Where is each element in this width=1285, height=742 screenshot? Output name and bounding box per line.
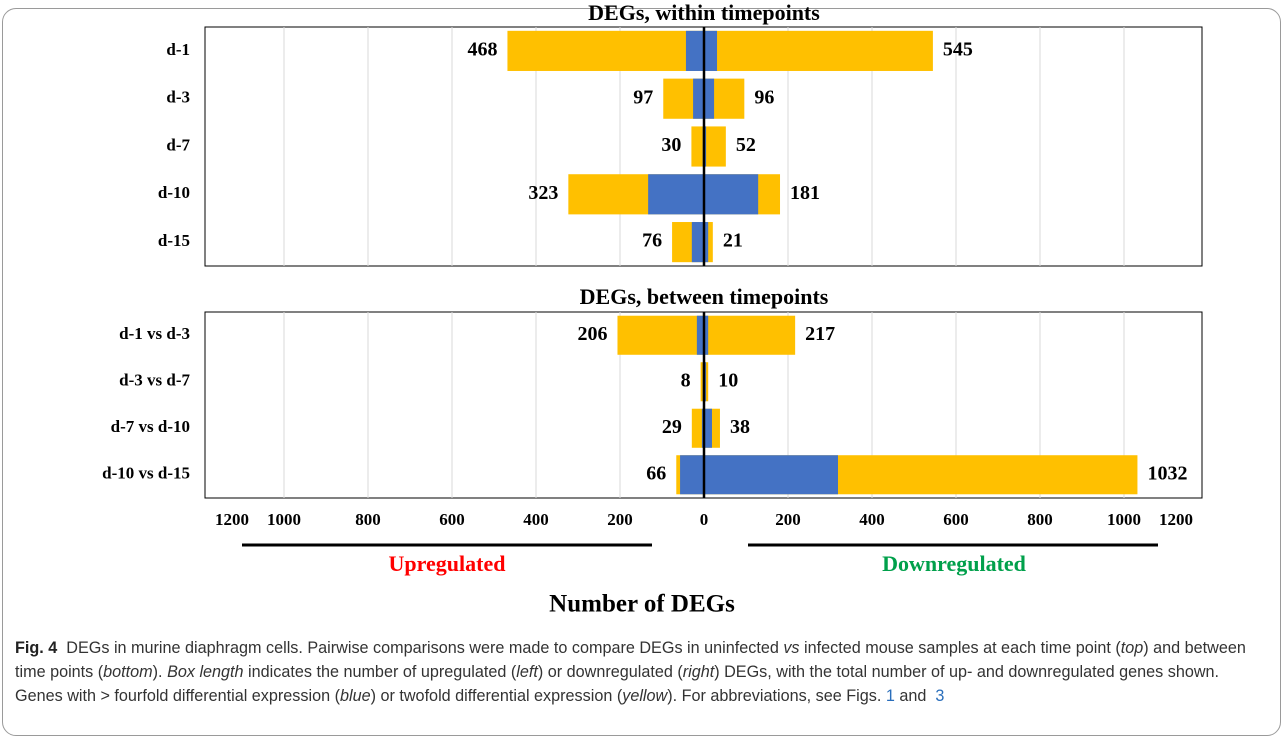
- panel-title: DEGs, between timepoints: [580, 284, 829, 309]
- caption-link[interactable]: 1: [885, 687, 895, 705]
- value-label: 76: [642, 230, 662, 252]
- category-label: d-15: [158, 231, 190, 250]
- caption-italic: left: [516, 663, 538, 681]
- caption-normal: indicates the number of upregulated (: [243, 663, 517, 681]
- downregulated-twofold-bar: [704, 126, 726, 167]
- caption-normal: infected mouse samples at each time poin…: [799, 639, 1121, 657]
- caption-italic: top: [1120, 639, 1144, 657]
- value-label: 323: [528, 182, 558, 204]
- downregulated-twofold-bar: [704, 222, 713, 263]
- value-label: 10: [718, 369, 738, 391]
- category-label: d-3: [166, 88, 190, 107]
- caption: Fig. 4 DEGs in murine diaphragm cells. P…: [15, 636, 1267, 708]
- category-label: d-7: [166, 135, 190, 154]
- caption-bold: Fig. 4: [15, 639, 58, 657]
- caption-italic: Box length: [167, 663, 244, 681]
- downregulated-fourfold-bar: [704, 455, 838, 495]
- value-label: 21: [723, 230, 743, 252]
- value-label: 66: [646, 462, 666, 484]
- value-label: 545: [943, 38, 973, 60]
- value-label: 30: [661, 134, 681, 156]
- upregulated-fourfold-bar: [696, 315, 704, 355]
- category-label: d-1: [166, 40, 190, 59]
- value-label: 206: [577, 323, 607, 345]
- upregulated-twofold-bar: [617, 315, 704, 355]
- chart: DEGs, within timepoints d-1 468 545 d-3 97 96 d…: [102, 0, 1203, 618]
- x-tick-label: 800: [355, 510, 381, 529]
- x-tick-label: 600: [439, 510, 465, 529]
- value-label: 38: [730, 416, 750, 438]
- upregulated-twofold-bar: [691, 408, 704, 448]
- caption-normal: ) DEGs, with the total number of up- and…: [15, 663, 1224, 705]
- figure-frame: [2, 8, 1281, 736]
- value-label: 468: [467, 38, 497, 60]
- annotation: Downregulated: [882, 551, 1026, 576]
- upregulated-twofold-bar: [691, 126, 704, 167]
- upregulated-fourfold-bar: [680, 455, 704, 495]
- caption-normal: and: [894, 687, 936, 705]
- downregulated-fourfold-bar: [704, 174, 759, 215]
- x-tick-label: 400: [859, 510, 885, 529]
- downregulated-fourfold-bar: [704, 222, 709, 263]
- annotation: Upregulated: [389, 551, 506, 576]
- x-tick-label: 600: [943, 510, 969, 529]
- value-label: 29: [662, 416, 682, 438]
- x-tick-label: 200: [775, 510, 801, 529]
- upregulated-fourfold-bar: [648, 174, 704, 215]
- category-label: d-7 vs d-10: [111, 417, 190, 436]
- caption-normal: ).: [152, 663, 168, 681]
- caption-link[interactable]: 3: [935, 687, 945, 705]
- downregulated-fourfold-bar: [704, 30, 718, 71]
- caption-normal: ) or downregulated (: [537, 663, 683, 681]
- caption-normal: ) or twofold differential expression (: [370, 687, 623, 705]
- downregulated-fourfold-bar: [704, 315, 709, 355]
- upregulated-fourfold-bar: [693, 78, 704, 119]
- x-tick-label: 1200: [215, 510, 249, 529]
- caption-normal: ). For abbreviations, see Figs.: [667, 687, 886, 705]
- category-label: d-1 vs d-3: [119, 324, 190, 343]
- upregulated-twofold-bar: [700, 362, 704, 402]
- downregulated-fourfold-bar: [704, 408, 712, 448]
- downregulated-twofold-bar: [704, 30, 933, 71]
- x-axis-label: Number of DEGs: [549, 591, 735, 618]
- value-label: 96: [754, 86, 774, 108]
- upregulated-fourfold-bar: [691, 222, 704, 263]
- value-label: 8: [681, 369, 691, 391]
- caption-italic: right: [682, 663, 715, 681]
- downregulated-fourfold-bar: [704, 78, 715, 119]
- value-label: 217: [805, 323, 835, 345]
- x-tick-label: 1000: [1107, 510, 1141, 529]
- upregulated-twofold-bar: [507, 30, 704, 71]
- value-label: 52: [736, 134, 756, 156]
- value-label: 181: [790, 182, 820, 204]
- category-label: d-3 vs d-7: [119, 371, 190, 390]
- upregulated-fourfold-bar: [685, 30, 704, 71]
- x-tick-label: 1000: [267, 510, 301, 529]
- value-label: 97: [633, 86, 653, 108]
- x-tick-label: 800: [1027, 510, 1053, 529]
- panel-title: DEGs, within timepoints: [588, 0, 820, 25]
- caption-italic: yellow: [622, 687, 668, 705]
- caption-normal: DEGs in murine diaphragm cells. Pairwise…: [57, 639, 784, 657]
- x-tick-label: 400: [523, 510, 549, 529]
- caption-italic: vs: [783, 639, 800, 657]
- value-label: 1032: [1147, 462, 1187, 484]
- downregulated-twofold-bar: [704, 315, 796, 355]
- x-tick-label: 200: [607, 510, 633, 529]
- x-tick-label: 1200: [1159, 510, 1193, 529]
- caption-normal: ) and between time points (: [15, 639, 1251, 681]
- caption-italic: bottom: [103, 663, 153, 681]
- x-tick-label: 0: [700, 510, 709, 529]
- caption-italic: blue: [339, 687, 371, 705]
- category-label: d-10 vs d-15: [102, 464, 190, 483]
- category-label: d-10: [158, 183, 190, 202]
